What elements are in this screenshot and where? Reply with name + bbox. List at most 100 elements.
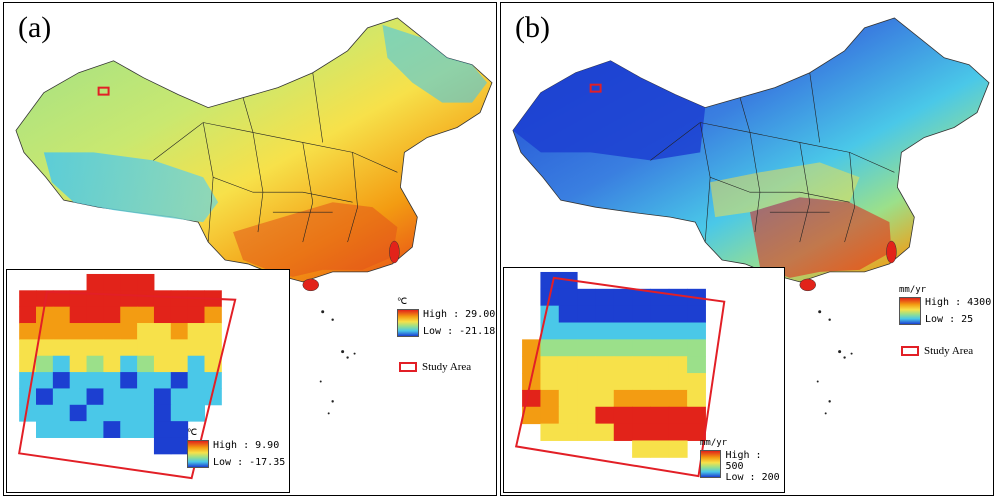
inset-precipitation-grid: [514, 271, 726, 478]
inset-grid-cell: [120, 323, 138, 340]
inset-grid-cell: [120, 306, 138, 324]
inset-grid-cell: [687, 305, 706, 324]
inset-grid-cell: [577, 356, 596, 374]
legend-unit: mm/yr: [899, 285, 927, 295]
inset-grid-cell: [558, 423, 578, 441]
inset-grid-cell: [170, 372, 189, 389]
inset-legend: mm/yr High : 500 Low : 200: [700, 438, 784, 483]
inset-grid-cell: [120, 339, 138, 357]
inset-grid-cell: [153, 306, 172, 324]
inset-grid-cell: [19, 306, 37, 324]
inset-grid-cell: [187, 372, 205, 389]
inset-map: mm/yr High : 500 Low : 200: [503, 267, 785, 493]
inset-grid-cell: [120, 355, 138, 373]
inset-grid-cell: [522, 356, 541, 374]
precipitation-map-svg: [512, 17, 990, 415]
inset-grid-cell: [187, 323, 205, 340]
inset-grid-cell: [595, 389, 615, 408]
inset-grid-cell: [595, 339, 615, 357]
inset-grid-cell: [613, 305, 633, 324]
inset-grid-cell: [650, 339, 670, 357]
study-area-boundary: [18, 290, 237, 480]
inset-grid-cell: [632, 305, 651, 324]
inset-grid-cell: [52, 306, 71, 324]
inset-grid-cell: [668, 305, 688, 324]
inset-legend-color-bar: [187, 440, 209, 468]
inset-grid-cell: [540, 339, 560, 357]
inset-grid-cell: [577, 406, 596, 425]
inset-grid-cell: [86, 273, 104, 291]
inset-grid-cell: [103, 388, 121, 406]
inset-grid-cell: [52, 339, 71, 357]
inset-grid-cell: [668, 373, 688, 391]
legend-low: Low : 25: [925, 314, 974, 325]
central-yellow-region: [710, 162, 860, 218]
south-wet-region: [749, 197, 892, 278]
inset-grid-cell: [613, 373, 633, 391]
inset-grid-cell: [137, 290, 155, 308]
inset-grid-cell: [595, 423, 615, 441]
taiwan-island: [886, 240, 897, 264]
inset-grid-cell: [153, 290, 172, 308]
inset-grid-cell: [187, 339, 205, 357]
inset-grid-cell: [204, 323, 222, 340]
inset-grid-cell: [52, 404, 71, 422]
inset-grid-cell: [137, 404, 155, 422]
inset-grid-cell: [170, 355, 189, 373]
inset-grid-cell: [687, 423, 706, 441]
inset-grid-cell: [558, 406, 578, 425]
inset-grid-cell: [69, 306, 88, 324]
inset-grid-cell: [153, 437, 172, 455]
study-area-swatch: [901, 346, 919, 356]
inset-grid-cell: [522, 406, 541, 425]
inset-grid-cell: [540, 373, 560, 391]
inset-grid-cell: [687, 322, 706, 340]
south-china-sea-islands: [816, 310, 853, 415]
hainan-island: [799, 278, 816, 292]
inset-grid-cell: [170, 404, 189, 422]
taiwan-island: [389, 240, 400, 264]
inset-grid-cell: [153, 323, 172, 340]
inset-grid-cell: [137, 306, 155, 324]
inset-grid-cell: [153, 355, 172, 373]
inset-grid-cell: [137, 372, 155, 389]
inset-grid-cell: [120, 372, 138, 389]
inset-grid-cell: [137, 339, 155, 357]
hainan-island: [302, 278, 319, 292]
inset-grid-cell: [170, 339, 189, 357]
legend-high: High : 4300: [925, 297, 992, 308]
inset-grid-cell: [69, 421, 88, 438]
inset-grid-cell: [540, 322, 560, 340]
inset-grid-cell: [632, 389, 651, 408]
inset-grid-cell: [69, 388, 88, 406]
inset-grid-cell: [540, 356, 560, 374]
inset-grid-cell: [668, 288, 688, 307]
inset-legend-low: Low : 200: [725, 472, 780, 483]
inset-grid-cell: [69, 290, 88, 308]
inset-grid-cell: [52, 388, 71, 406]
inset-grid-cell: [540, 389, 560, 408]
inset-grid-cell: [577, 373, 596, 391]
inset-grid-cell: [204, 306, 222, 324]
inset-grid-cell: [650, 305, 670, 324]
inset-grid-cell: [595, 288, 615, 307]
inset-grid-cell: [650, 406, 670, 425]
map-legend: ℃ High : 29.00 Low : -21.18: [397, 297, 495, 337]
inset-grid-cell: [540, 271, 560, 290]
study-area-label: Study Area: [422, 361, 472, 373]
inset-grid-cell: [613, 288, 633, 307]
inset-legend-high: High : 500: [725, 450, 762, 472]
inset-grid-cell: [540, 305, 560, 324]
study-area-marker: [589, 83, 602, 93]
inset-grid-cell: [170, 421, 189, 438]
inset-grid-cell: [558, 373, 578, 391]
inset-grid-cell: [137, 323, 155, 340]
south-hot-region: [233, 202, 398, 277]
inset-grid-cell: [103, 339, 121, 357]
inset-grid-cell: [86, 306, 104, 324]
inset-grid-cell: [650, 423, 670, 441]
legend-color-bar: [397, 309, 419, 337]
inset-grid-cell: [36, 290, 54, 308]
northeast-cold-region: [382, 24, 488, 103]
inset-grid-cell: [540, 406, 560, 425]
